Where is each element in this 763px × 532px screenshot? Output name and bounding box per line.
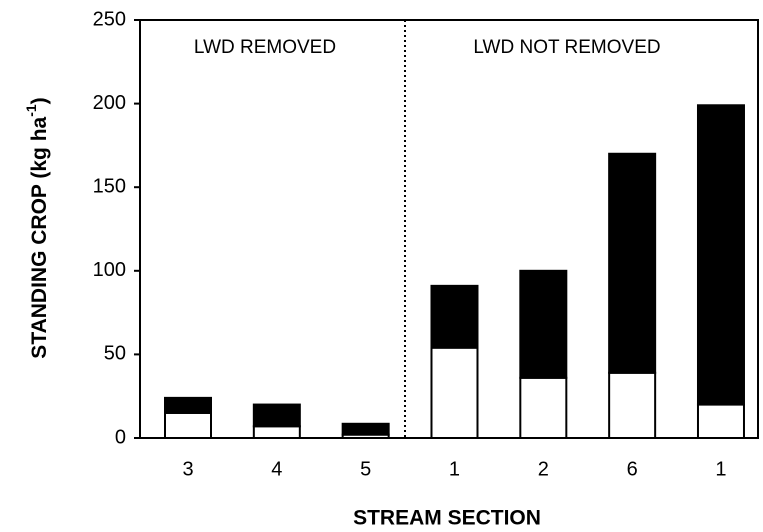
y-axis-title: STANDING CROP (kg ha-1): [23, 97, 51, 358]
annotation: LWD REMOVED: [194, 37, 336, 58]
bar-segment: [696, 104, 745, 406]
bar-segment: [696, 403, 745, 439]
annotation: LWD NOT REMOVED: [473, 37, 660, 58]
bar-segment: [430, 346, 479, 440]
x-axis-title: STREAM SECTION: [353, 507, 541, 530]
bar-segment: [164, 411, 212, 440]
y-tick-label: 250: [93, 8, 126, 30]
x-tick-label: 1: [715, 458, 726, 480]
bar-segment: [252, 403, 301, 428]
bar-segment: [164, 396, 212, 414]
x-tick-label: 5: [360, 458, 371, 480]
y-tick-label: 200: [93, 92, 126, 114]
y-tick-label: 0: [115, 426, 126, 448]
x-tick-label: 6: [627, 458, 638, 480]
x-tick-label: 4: [271, 458, 282, 480]
y-tick-label: 100: [93, 259, 126, 281]
bar-segment: [430, 284, 479, 349]
bar-segment: [608, 152, 657, 374]
bar-segment: [519, 269, 568, 379]
y-tick-label: 50: [104, 343, 126, 365]
bar-segment: [519, 376, 568, 440]
x-tick-label: 3: [182, 458, 193, 480]
x-tick-label: 2: [538, 458, 549, 480]
y-axis-title-suffix: ): [28, 97, 51, 104]
y-tick-label: 150: [93, 175, 126, 197]
y-axis-title-sup: -1: [23, 104, 39, 117]
bar-segment: [341, 422, 390, 436]
y-axis-title-text: STANDING CROP (kg ha: [28, 116, 51, 358]
x-tick-label: 1: [449, 458, 460, 480]
bar-segment: [252, 425, 301, 439]
bar-segment: [608, 371, 657, 439]
